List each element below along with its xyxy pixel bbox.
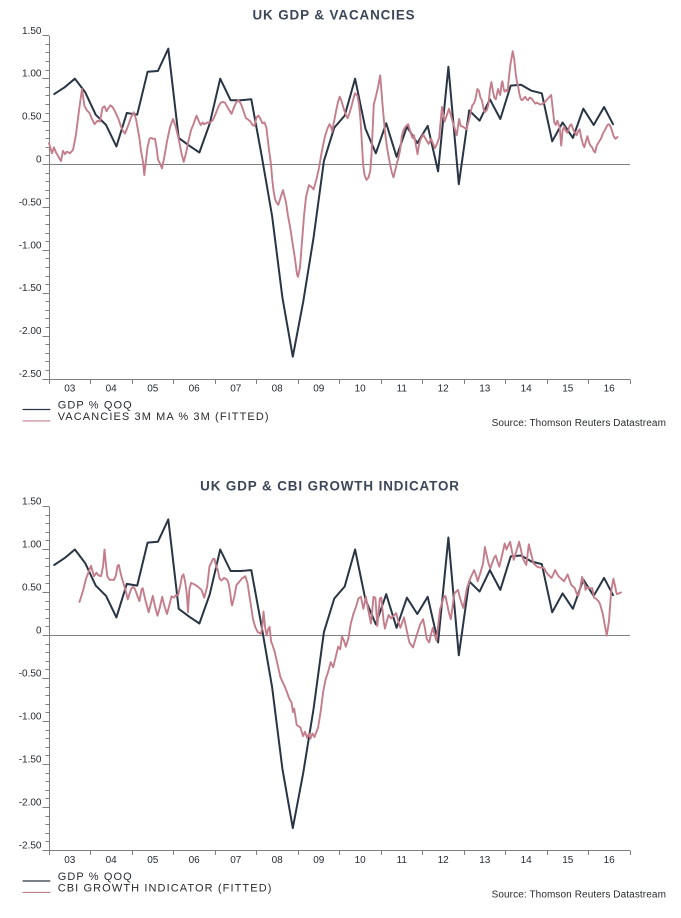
svg-text:Source: Thomson Reuters Datast: Source: Thomson Reuters Datastream <box>492 418 666 429</box>
svg-text:16: 16 <box>604 383 616 394</box>
svg-text:1.50: 1.50 <box>22 26 42 37</box>
svg-text:10: 10 <box>355 383 367 394</box>
svg-text:-0.50: -0.50 <box>19 669 42 680</box>
svg-text:09: 09 <box>313 383 325 394</box>
svg-text:0: 0 <box>36 626 42 637</box>
svg-text:UK GDP & VACANCIES: UK GDP & VACANCIES <box>252 8 415 23</box>
svg-text:-1.00: -1.00 <box>19 712 42 723</box>
svg-text:04: 04 <box>106 383 118 394</box>
svg-text:04: 04 <box>106 855 118 866</box>
svg-text:05: 05 <box>147 855 159 866</box>
svg-text:12: 12 <box>438 383 450 394</box>
svg-text:VACANCIES 3M MA % 3M (FITTED): VACANCIES 3M MA % 3M (FITTED) <box>58 411 270 423</box>
svg-text:13: 13 <box>479 383 491 394</box>
svg-text:05: 05 <box>147 383 159 394</box>
svg-text:14: 14 <box>521 383 533 394</box>
svg-text:GDP % QOQ: GDP % QOQ <box>58 400 133 412</box>
svg-text:15: 15 <box>562 855 574 866</box>
svg-text:-1.50: -1.50 <box>19 755 42 766</box>
svg-text:0.50: 0.50 <box>22 583 42 594</box>
svg-text:08: 08 <box>272 855 284 866</box>
svg-text:CBI GROWTH INDICATOR (FITTED): CBI GROWTH INDICATOR (FITTED) <box>58 883 273 895</box>
svg-text:1.50: 1.50 <box>22 497 42 508</box>
svg-text:-1.00: -1.00 <box>19 240 42 251</box>
svg-text:-0.50: -0.50 <box>19 197 42 208</box>
svg-text:08: 08 <box>272 383 284 394</box>
svg-text:09: 09 <box>313 855 325 866</box>
svg-text:11: 11 <box>397 855 408 866</box>
svg-text:11: 11 <box>397 383 408 394</box>
svg-text:1.00: 1.00 <box>22 69 42 80</box>
svg-text:-2.50: -2.50 <box>19 369 42 380</box>
svg-text:0: 0 <box>36 155 42 166</box>
svg-text:07: 07 <box>230 855 242 866</box>
svg-text:-2.00: -2.00 <box>19 798 42 809</box>
svg-text:15: 15 <box>562 383 574 394</box>
svg-text:-1.50: -1.50 <box>19 283 42 294</box>
svg-text:06: 06 <box>189 855 201 866</box>
svg-text:12: 12 <box>438 855 450 866</box>
svg-text:14: 14 <box>521 855 533 866</box>
svg-text:-2.50: -2.50 <box>19 841 42 852</box>
svg-text:03: 03 <box>64 855 76 866</box>
svg-text:10: 10 <box>355 855 367 866</box>
svg-text:-2.00: -2.00 <box>19 326 42 337</box>
svg-text:03: 03 <box>64 383 76 394</box>
svg-text:0.50: 0.50 <box>22 112 42 123</box>
svg-text:16: 16 <box>604 855 616 866</box>
svg-text:GDP % QOQ: GDP % QOQ <box>58 871 133 883</box>
svg-text:Source: Thomson Reuters Datast: Source: Thomson Reuters Datastream <box>492 890 666 901</box>
svg-text:UK GDP & CBI GROWTH INDICATOR: UK GDP & CBI GROWTH INDICATOR <box>200 478 460 493</box>
svg-text:07: 07 <box>230 383 242 394</box>
svg-text:06: 06 <box>189 383 201 394</box>
svg-text:13: 13 <box>479 855 491 866</box>
svg-text:1.00: 1.00 <box>22 540 42 551</box>
